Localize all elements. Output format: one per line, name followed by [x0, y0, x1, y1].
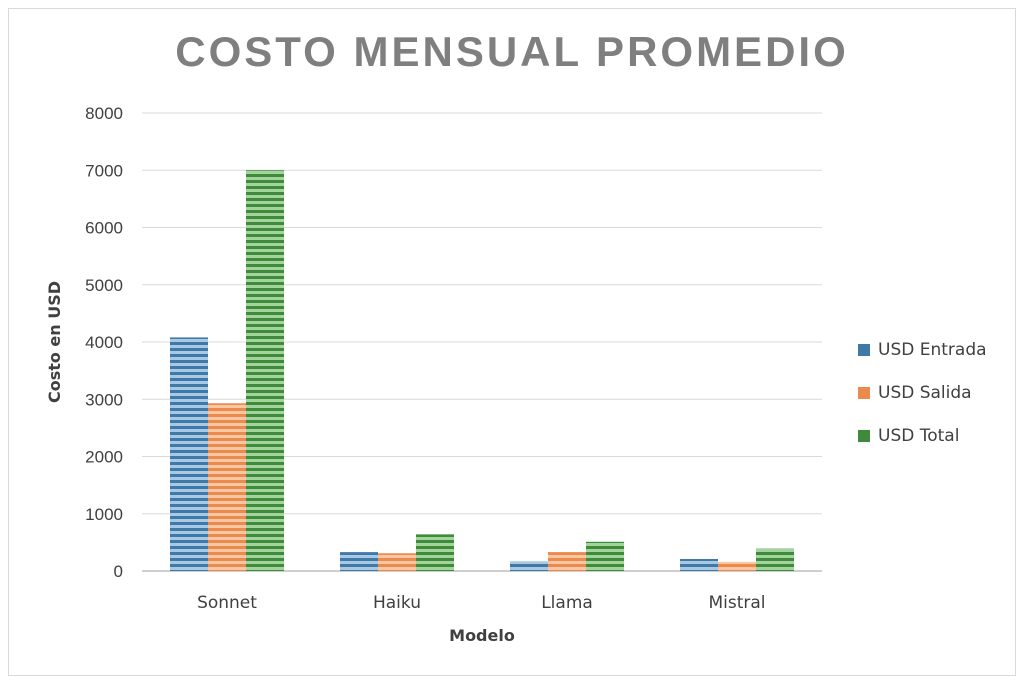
x-tick-label: Sonnet [197, 593, 257, 613]
bar-mistral-2 [756, 548, 794, 571]
bar-sonnet-0 [170, 337, 208, 571]
y-tick-label: 2000 [85, 448, 123, 467]
bar-llama-0 [510, 561, 548, 571]
bar-sonnet-1 [208, 403, 246, 571]
chart-title: COSTO MENSUAL PROMEDIO [175, 28, 849, 75]
y-tick-label: 8000 [85, 104, 123, 123]
legend-swatch [858, 386, 870, 399]
bar-haiku-1 [378, 553, 416, 571]
bar-llama-2 [586, 541, 624, 571]
y-tick-label: 0 [114, 562, 123, 581]
y-tick-label: 7000 [85, 161, 123, 180]
y-tick-label: 1000 [85, 505, 123, 524]
x-axis-title: Modelo [449, 626, 515, 645]
x-tick-label: Mistral [708, 593, 765, 613]
legend-label: USD Salida [878, 382, 972, 403]
legend-label: USD Entrada [878, 339, 987, 360]
legend-item: USD Entrada [858, 328, 987, 371]
legend: USD Entrada USD Salida USD Total [858, 328, 987, 457]
y-axis-title: Costo en USD [45, 281, 64, 403]
bar-mistral-1 [718, 561, 756, 571]
legend-item: USD Total [858, 414, 987, 457]
y-tick-label: 3000 [85, 390, 123, 409]
x-tick-label: Llama [541, 593, 593, 613]
axis-labels: 0 1000 2000 3000 4000 5000 6000 7000 8000 Sonnet H… [85, 104, 765, 613]
bar-llama-1 [548, 552, 586, 571]
bar-haiku-0 [340, 552, 378, 571]
legend-swatch [858, 343, 870, 356]
x-tick-label: Haiku [373, 593, 421, 613]
legend-item: USD Salida [858, 371, 987, 414]
bar-haiku-2 [416, 534, 454, 571]
y-tick-label: 4000 [85, 333, 123, 352]
legend-label: USD Total [878, 425, 960, 446]
y-tick-label: 5000 [85, 276, 123, 295]
bar-mistral-0 [680, 558, 718, 571]
y-tick-label: 6000 [85, 219, 123, 238]
legend-swatch [858, 429, 870, 442]
bars [170, 170, 794, 571]
bar-sonnet-2 [246, 170, 284, 571]
